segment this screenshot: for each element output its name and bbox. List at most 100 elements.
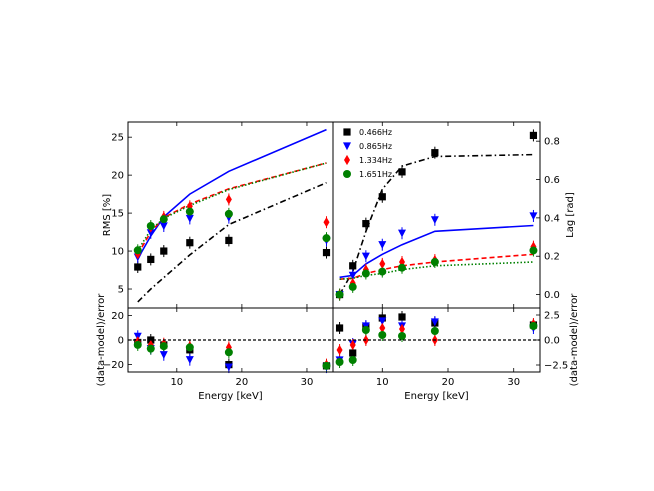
- lag-top-right-point-3-4: [398, 263, 406, 272]
- rms-top-left-point-0-5: [322, 248, 331, 257]
- lag-top-right-point-0-4: [398, 168, 406, 176]
- residual-bottom-left-point-3-2: [159, 342, 168, 351]
- residual-bottom-right-ytick-label-1: 0.0: [544, 336, 560, 347]
- residual-bottom-right-ytick-label-0: −2.5: [544, 361, 568, 372]
- rms-top-left-ytick-label-3: 20: [111, 171, 124, 182]
- lag-top-right-point-3-2: [361, 269, 370, 278]
- rms-top-left-point-3-0: [133, 246, 142, 255]
- lag-top-right-point-0-1: [349, 262, 357, 270]
- lag-top-right-point-2-3: [379, 258, 386, 269]
- lag-top-right-point-3-3: [378, 267, 387, 276]
- residual-bottom-right-point-1-3: [378, 317, 387, 326]
- lag-top-right-point-0-3: [378, 193, 386, 201]
- rms-top-left-point-0-4: [225, 236, 233, 245]
- residual-bottom-right-point-2-0: [336, 344, 343, 356]
- lag-top-right-legend-label-2: 1.334Hz: [359, 156, 392, 165]
- rms-top-left-point-0-1: [147, 255, 155, 264]
- lag-top-right-ytick-label-1: 0.2: [544, 252, 560, 263]
- residual-bottom-right-point-0-1: [349, 349, 357, 357]
- residual-bottom-right-point-2-4: [399, 323, 405, 335]
- residual-bottom-left-ylabel: (data-model)/error: [96, 293, 107, 387]
- residual-bottom-right-point-0-0: [335, 324, 344, 332]
- lag-top-right-point-3-1: [348, 282, 357, 291]
- rms-top-left-point-0-0: [134, 263, 142, 271]
- lag-top-right-point-0-2: [362, 220, 370, 228]
- residual-bottom-left-xtick-label-1: 20: [236, 377, 249, 388]
- rms-top-left-point-3-1: [146, 222, 155, 231]
- residual-bottom-right-point-3-2: [361, 326, 370, 334]
- rms-top-left-point-3-5: [322, 234, 331, 243]
- residual-bottom-left-point-1-3: [185, 356, 194, 364]
- residual-bottom-right-point-2-3: [379, 322, 386, 334]
- lag-top-right-point-1-5: [430, 216, 439, 224]
- residual-bottom-left-ytick-label-2: 20: [111, 311, 124, 322]
- rms-top-left-model-line-0: [137, 181, 327, 303]
- residual-bottom-left-ytick-label-0: −20: [103, 360, 124, 371]
- residual-bottom-left-point-1-2: [159, 351, 168, 359]
- labels-layer: 5 10 15 20 25 RMS [%] 0.0 0.2 0.4 0.6 0.8 Lag [rad]…: [96, 128, 580, 402]
- rms-top-left-point-2-5: [323, 217, 330, 228]
- lag-top-right-point-1-2: [361, 252, 370, 261]
- rms-top-left-point-3-2: [159, 215, 168, 224]
- lag-top-right-ytick-label-4: 0.8: [544, 137, 560, 148]
- residual-bottom-left-xtick-label-0: 10: [170, 377, 183, 388]
- residual-bottom-right-point-3-3: [378, 331, 387, 339]
- lag-top-right-legend-label-0: 0.466Hz: [359, 128, 392, 137]
- lag-top-right-point-1-1: [348, 271, 357, 280]
- residual-bottom-right-xtick-label-2: 30: [507, 377, 520, 388]
- lag-top-right-legend-marker-0: [343, 128, 351, 136]
- residual-bottom-right-point-1-5: [430, 318, 439, 327]
- rms-top-left-ylabel: RMS [%]: [102, 194, 113, 237]
- lag-top-right-point-1-3: [378, 241, 387, 249]
- residual-bottom-right-point-2-1: [349, 339, 356, 351]
- lag-top-right-point-1-6: [529, 212, 538, 221]
- residual-bottom-right-ytick-label-2: 2.5: [544, 311, 560, 322]
- rms-top-left-point-1-2: [159, 222, 168, 231]
- axes-layer: [127, 121, 541, 373]
- rms-top-left-point-3-3: [185, 207, 194, 216]
- lag-top-right-ytick-label-2: 0.4: [544, 213, 560, 224]
- rms-top-left-ytick-label-4: 25: [111, 133, 124, 144]
- rms-top-left-ytick-label-2: 15: [111, 209, 124, 220]
- rms-top-left-point-3-4: [224, 209, 233, 218]
- lag-top-right-point-0-6: [529, 131, 538, 140]
- rms-top-left-model-line-3: [137, 162, 327, 251]
- error-bars-layer: [137, 129, 534, 374]
- model-lines-layer: [137, 128, 534, 303]
- lag-top-right-legend-label-1: 0.865Hz: [359, 142, 392, 151]
- residual-bottom-left-point-3-0: [133, 340, 142, 349]
- rms-top-left-ytick-label-1: 10: [111, 247, 124, 258]
- lag-top-right-ylabel: Lag [rad]: [565, 192, 576, 238]
- rms-top-left-point-1-1: [146, 229, 155, 238]
- residual-bottom-left-point-3-3: [185, 343, 194, 352]
- rms-top-left-point-0-3: [186, 239, 194, 247]
- residual-bottom-left-xlabel: Energy [keV]: [198, 391, 263, 402]
- residual-bottom-right-point-3-1: [348, 356, 357, 364]
- residual-bottom-right-point-3-5: [430, 327, 439, 335]
- residual-bottom-right-point-3-4: [398, 332, 406, 340]
- residual-bottom-left-point-3-1: [146, 344, 155, 353]
- lag-top-right-point-1-4: [398, 229, 406, 238]
- lag-top-right-ytick-label-0: 0.0: [544, 290, 560, 301]
- residual-bottom-right-point-3-0: [335, 358, 344, 366]
- lag-top-right-point-3-0: [335, 290, 344, 299]
- residual-bottom-right-xlabel: Energy [keV]: [404, 391, 469, 402]
- residual-bottom-left-ytick-label-1: 0: [118, 336, 124, 347]
- lag-top-right-legend-marker-3: [343, 170, 351, 178]
- residual-bottom-right-ylabel: (data-model)/error: [569, 293, 580, 387]
- residual-bottom-left-xtick-label-2: 30: [301, 377, 314, 388]
- residual-bottom-left-point-3-5: [322, 361, 331, 370]
- rms-top-left-point-2-4: [225, 194, 232, 205]
- residual-bottom-right-point-3-6: [529, 322, 538, 330]
- lag-top-right-legend-label-3: 1.651Hz: [359, 170, 392, 179]
- residual-bottom-left-point-3-4: [224, 348, 233, 357]
- lag-top-right-point-3-6: [529, 246, 538, 255]
- lag-top-right-point-3-5: [430, 257, 439, 266]
- residual-bottom-right-point-0-4: [398, 313, 406, 321]
- residual-bottom-left-point-1-4: [224, 363, 233, 372]
- lag-top-right-ytick-label-3: 0.6: [544, 175, 560, 186]
- residual-bottom-right-xtick-label-0: 10: [376, 377, 389, 388]
- lag-top-right-point-2-4: [399, 256, 405, 268]
- rms-top-left-model-line-1: [137, 128, 327, 260]
